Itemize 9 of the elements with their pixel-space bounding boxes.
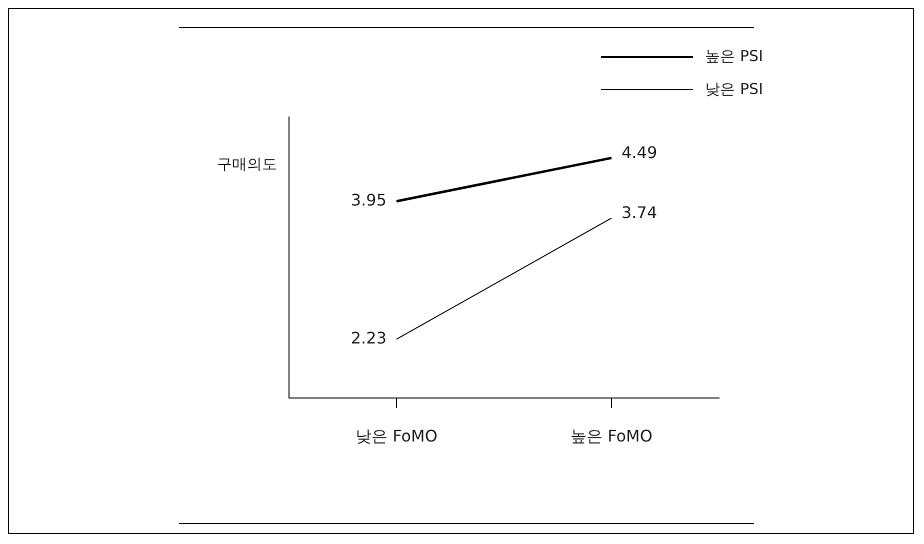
text: 높은 PSI [705,47,763,66]
y-axis-title: 구매의도 [217,154,277,173]
x-tick-label: 높은 FoMO [570,426,652,446]
data-label: 4.49 [622,143,658,162]
data-label: 2.23 [350,328,386,348]
data-label: 3.95 [350,190,386,210]
data-label: 3.74 [622,203,658,222]
text: 낮은 PSI [705,80,763,99]
x-tick-label: 낮은 FoMO [356,426,438,446]
